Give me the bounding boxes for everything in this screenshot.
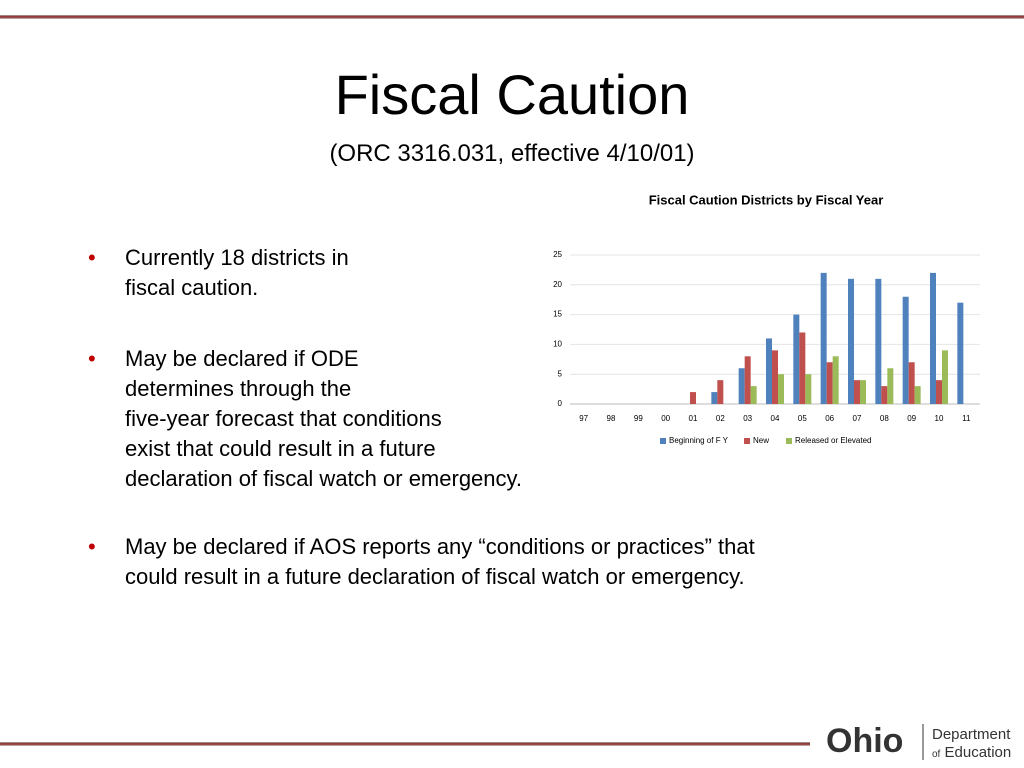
x-tick-label: 99	[634, 414, 643, 423]
x-tick-label: 04	[771, 414, 780, 423]
logo-divider	[922, 724, 924, 760]
y-tick-label: 0	[558, 399, 563, 408]
x-tick-label: 10	[935, 414, 944, 423]
bullet: • Currently 18 districts in fiscal caution…	[88, 243, 349, 303]
bullet-line: could result in a future declaration of …	[125, 564, 745, 589]
bar	[826, 362, 833, 404]
x-tick-label: 05	[798, 414, 807, 423]
bar	[908, 362, 915, 404]
chart-title: Fiscal Caution Districts by Fiscal Year	[649, 192, 884, 207]
bullet-line: May be declared if AOS reports any “cond…	[125, 534, 755, 559]
x-tick-label: 00	[661, 414, 670, 423]
x-tick-label: 08	[880, 414, 889, 423]
logo-ohio: Ohio	[826, 722, 904, 760]
legend-label: Released or Elevated	[795, 436, 872, 445]
bar	[881, 386, 888, 404]
bar	[717, 380, 724, 404]
bar	[766, 338, 772, 404]
bar	[902, 296, 909, 404]
x-tick-label: 02	[716, 414, 725, 423]
bar	[930, 272, 936, 404]
legend-label: New	[753, 436, 769, 445]
bar	[805, 374, 812, 404]
bar	[799, 332, 806, 404]
bar	[942, 350, 948, 404]
logo-of: of	[932, 749, 941, 760]
bottom-rule	[0, 742, 810, 746]
bullet-line: fiscal caution.	[125, 275, 259, 300]
bar	[690, 392, 696, 404]
bullet-line: five-year forecast that conditions	[125, 406, 442, 431]
legend-label: Beginning of F Y	[669, 436, 729, 445]
bullet-line: Currently 18 districts in	[125, 245, 349, 270]
bar	[854, 380, 860, 404]
bullet-line: declaration of fiscal watch or emergency…	[125, 466, 522, 491]
y-tick-label: 20	[553, 280, 562, 289]
bar	[914, 386, 921, 404]
slide-title: Fiscal Caution	[334, 63, 690, 126]
bar	[957, 302, 964, 404]
legend-swatch	[660, 438, 666, 444]
chart: Fiscal Caution Districts by Fiscal Year …	[553, 192, 980, 445]
y-tick-label: 5	[558, 369, 563, 378]
bullet: • May be declared if AOS reports any “con…	[88, 532, 755, 592]
logo-department: Department	[932, 726, 1011, 743]
bar	[750, 386, 757, 404]
bar	[875, 278, 882, 404]
bar	[936, 380, 942, 404]
legend-swatch	[744, 438, 750, 444]
y-tick-label: 15	[553, 310, 562, 319]
bar	[887, 368, 894, 404]
bullet-line: determines through the	[125, 376, 352, 401]
x-tick-label: 01	[689, 414, 698, 423]
slide-subtitle: (ORC 3316.031, effective 4/10/01)	[329, 140, 695, 167]
logo-education-text: Education	[944, 744, 1012, 761]
bullet: • May be declared if ODE determines throug…	[88, 344, 522, 494]
bar	[793, 314, 800, 404]
bar	[820, 272, 827, 404]
bar	[738, 368, 745, 404]
bullet-line: exist that could result in a future	[125, 436, 436, 461]
legend-swatch	[786, 438, 792, 444]
bar	[744, 356, 751, 404]
x-tick-label: 03	[743, 414, 752, 423]
bar	[832, 356, 839, 404]
x-tick-label: 98	[607, 414, 616, 423]
bar	[848, 278, 854, 404]
bar	[711, 392, 718, 404]
x-tick-label: 06	[825, 414, 834, 423]
x-tick-label: 11	[962, 414, 971, 423]
y-tick-label: 10	[553, 340, 562, 349]
x-tick-label: 07	[853, 414, 862, 423]
x-tick-label: 97	[579, 414, 588, 423]
bar	[860, 380, 866, 404]
bar	[772, 350, 778, 404]
bullet-line: May be declared if ODE	[125, 346, 359, 371]
top-rule	[0, 15, 1024, 19]
bar	[778, 374, 784, 404]
x-tick-label: 09	[907, 414, 916, 423]
y-tick-label: 25	[553, 250, 562, 259]
logo-education: of Education	[932, 744, 1011, 761]
